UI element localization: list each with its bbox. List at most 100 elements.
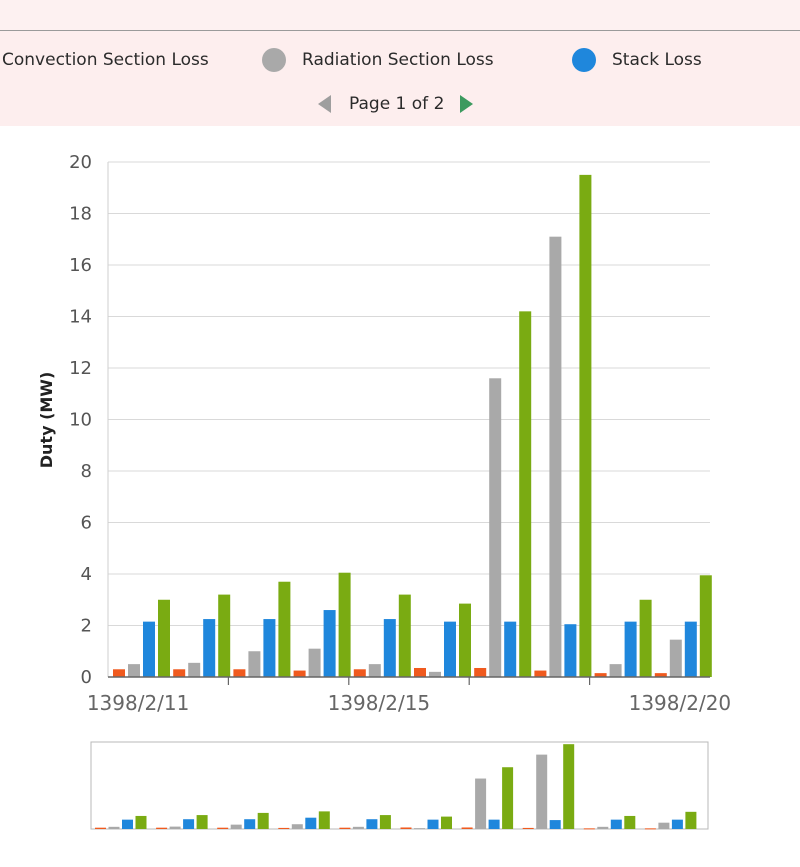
bar[interactable] [504,621,517,677]
bar[interactable] [263,619,276,677]
navigator-bar [230,824,242,829]
navigator-bar [122,819,133,829]
bar[interactable] [489,378,502,677]
navigator-bar [196,815,208,829]
legend-dot-radiation-icon [262,48,286,72]
navigator-bar [244,819,256,829]
navigator-bar [597,826,609,829]
navigator-bar [108,826,120,829]
bar[interactable] [639,599,652,677]
legend-item-stack[interactable]: Stack Loss [572,47,702,73]
navigator-bar [427,819,439,829]
navigator-bar [644,828,656,830]
bar[interactable] [609,664,622,677]
bar[interactable] [669,639,682,677]
page-indicator: Page 1 of 2 [349,94,445,114]
navigator-bar [400,827,412,829]
bar[interactable] [323,610,336,677]
bar[interactable] [368,664,381,677]
navigator-bar [217,827,229,829]
bar[interactable] [278,581,291,677]
y-axis-label: Duty (MW) [37,372,56,469]
bar[interactable] [308,648,321,677]
bar[interactable] [474,667,487,677]
bar[interactable] [383,619,396,677]
top-strip [0,0,800,30]
navigator-bar [685,811,697,829]
navigator-bar [475,778,487,829]
bar[interactable] [594,673,607,677]
bar[interactable] [233,669,246,677]
bar[interactable] [564,624,577,677]
next-page-icon[interactable] [460,95,474,113]
navigator-bar [658,822,670,829]
bar[interactable] [188,662,201,677]
y-tick-label: 14 [69,307,92,328]
bar[interactable] [293,670,306,677]
x-tick-label: 1398/2/15 [328,691,431,715]
bar[interactable] [173,669,186,677]
divider-line [0,30,800,31]
bar[interactable] [699,575,712,677]
legend-item-radiation[interactable]: Radiation Section Loss [262,47,494,73]
y-tick-label: 6 [81,513,92,534]
bar[interactable] [519,311,532,677]
legend-dot-stack-icon [572,48,596,72]
bar[interactable] [414,667,426,677]
y-tick-label: 0 [81,667,92,688]
navigator-bar [183,819,195,829]
bar[interactable] [459,603,471,677]
legend-label-radiation: Radiation Section Loss [302,50,494,70]
y-tick-label: 8 [81,461,92,482]
bar[interactable] [579,174,592,677]
navigator-bar [441,816,452,829]
navigator-bar [502,767,514,829]
navigator-bar [278,827,290,829]
bar[interactable] [113,669,125,677]
navigator-bar [318,811,330,829]
bar[interactable] [624,621,637,677]
navigator-bar [156,827,168,829]
navigator-bar [291,824,303,829]
navigator-bar [583,828,595,830]
y-tick-label: 18 [69,204,92,225]
bar[interactable] [684,621,697,677]
bar[interactable] [429,671,441,677]
navigator-bar [366,819,378,829]
navigator-bar [257,812,269,829]
bar[interactable] [218,594,231,677]
bar[interactable] [248,651,261,677]
navigator-bar [563,744,575,829]
navigator-panel [90,741,709,830]
y-tick-label: 20 [69,152,92,173]
bar[interactable] [549,236,562,678]
legend-label-stack: Stack Loss [612,50,702,70]
navigator-bar [169,826,181,829]
navigator-bar [610,819,622,829]
bar[interactable] [398,594,411,677]
bar[interactable] [353,669,366,677]
navigator-bar [352,826,364,829]
bar[interactable] [338,572,351,677]
bar[interactable] [143,621,155,677]
navigator-bar [305,817,317,829]
bar[interactable] [654,673,667,677]
y-axis-ticks: 0 2 4 6 8 10 12 14 16 18 20 [69,152,92,688]
navigator-bar [549,820,561,829]
navigator-frame[interactable] [90,741,709,830]
bar-group [113,174,712,678]
navigator-bar [95,827,106,829]
y-tick-label: 16 [69,255,92,276]
bar[interactable] [534,670,547,677]
bar[interactable] [128,664,140,677]
bar[interactable] [203,619,216,677]
prev-page-icon[interactable] [318,95,331,113]
bar[interactable] [444,621,456,677]
navigator-bar [522,827,534,829]
legend-item-convection[interactable]: Convection Section Loss [2,47,209,73]
y-tick-label: 12 [69,358,92,379]
y-tick-label: 10 [69,410,92,431]
navigator-bar [624,815,636,829]
navigator-bar [135,815,147,829]
bar[interactable] [158,599,170,677]
